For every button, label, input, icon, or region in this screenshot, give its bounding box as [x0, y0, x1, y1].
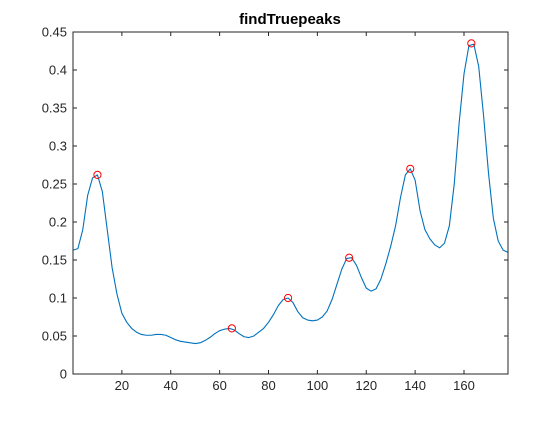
y-tick-label: 0.45	[42, 25, 67, 40]
x-axis: 20 40 60 80 100 120 140 160	[115, 32, 475, 393]
x-tick-label: 60	[212, 378, 226, 393]
x-tick-label: 80	[261, 378, 275, 393]
x-tick-label: 140	[404, 378, 426, 393]
y-tick-label: 0.25	[42, 177, 67, 192]
y-tick-label: 0.4	[49, 63, 67, 78]
peak-marker	[406, 164, 415, 173]
x-tick-label: 40	[164, 378, 178, 393]
peak-marker	[283, 293, 293, 303]
y-axis: 0 0.05 0.1 0.15 0.2 0.25 0.3 0.35 0.4 0.45	[42, 25, 508, 382]
x-tick-label: 20	[115, 378, 129, 393]
x-tick-label: 120	[355, 378, 377, 393]
y-tick-label: 0.1	[49, 291, 67, 306]
peak-marker	[467, 39, 476, 48]
y-tick-label: 0	[60, 367, 67, 382]
y-tick-label: 0.15	[42, 253, 67, 268]
peaks-layer	[93, 39, 476, 333]
peak-marker	[93, 170, 102, 179]
peak-marker	[345, 253, 354, 262]
y-tick-label: 0.2	[49, 215, 67, 230]
x-tick-label: 160	[453, 378, 475, 393]
x-tick-label: 100	[307, 378, 329, 393]
y-tick-label: 0.05	[42, 329, 67, 344]
chart-title: findTruepeaks	[239, 11, 341, 28]
axes-box	[72, 31, 509, 375]
peak-marker	[227, 324, 236, 333]
y-tick-label: 0.3	[49, 139, 67, 154]
y-tick-label: 0.35	[42, 101, 67, 116]
plot-area	[73, 32, 508, 374]
